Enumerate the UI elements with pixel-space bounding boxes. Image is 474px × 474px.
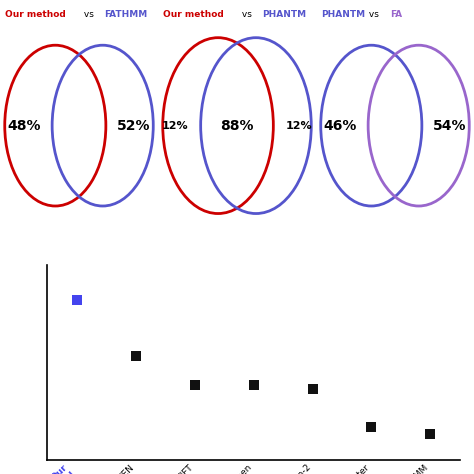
Text: FATHMM: FATHMM <box>105 10 148 19</box>
Point <box>250 382 257 389</box>
Text: 12%: 12% <box>162 120 188 131</box>
Point <box>309 385 316 392</box>
Text: vs: vs <box>81 10 96 19</box>
Text: vs: vs <box>366 10 382 19</box>
Text: 54%: 54% <box>433 118 467 133</box>
Point <box>73 296 81 304</box>
Point <box>368 423 375 430</box>
Text: Our method: Our method <box>163 10 223 19</box>
Text: 52%: 52% <box>117 118 151 133</box>
Text: Our method: Our method <box>5 10 65 19</box>
Text: PHANTM: PHANTM <box>321 10 365 19</box>
Text: 48%: 48% <box>7 118 41 133</box>
Text: vs: vs <box>238 10 255 19</box>
Text: 12%: 12% <box>286 120 312 131</box>
Text: 88%: 88% <box>220 118 254 133</box>
Point <box>191 382 199 389</box>
Text: 46%: 46% <box>323 118 356 133</box>
Text: PHANTM: PHANTM <box>263 10 307 19</box>
Text: FA: FA <box>390 10 402 19</box>
Point <box>132 352 139 359</box>
Point <box>427 430 434 438</box>
